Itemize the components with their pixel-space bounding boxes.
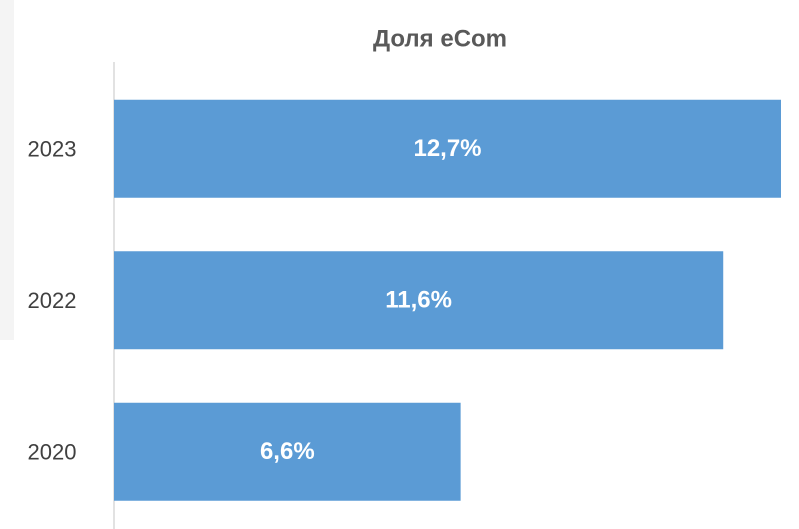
y-tick-label: 2020 [28, 440, 77, 465]
bar [114, 402, 461, 501]
data-label: 12,7% [413, 135, 481, 162]
data-label: 6,6% [260, 438, 315, 465]
y-tick-label: 2022 [28, 288, 77, 313]
chart-title: Доля eCom [373, 25, 507, 52]
y-tick-label: 2023 [28, 137, 77, 162]
bar [114, 251, 724, 350]
bar [114, 99, 781, 198]
data-label: 11,6% [385, 287, 452, 314]
background-edge [0, 0, 14, 340]
